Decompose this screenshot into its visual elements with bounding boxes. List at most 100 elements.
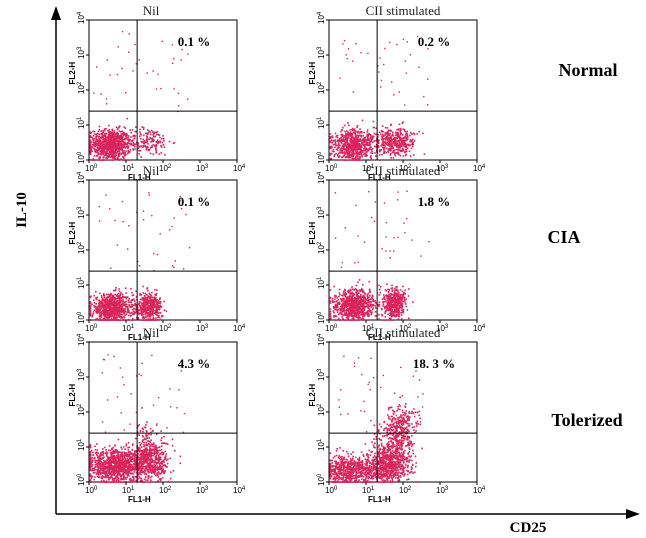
event-dot [144,316,147,318]
event-dot [128,142,130,145]
event-dot [127,147,129,150]
event-dot [163,309,166,311]
event-dot [102,303,104,305]
event-dot [360,288,363,290]
event-dot [349,159,352,161]
event-dot [388,304,390,307]
event-dot [349,310,352,312]
event-dot [89,301,92,303]
event-dot [146,302,149,304]
event-dot [404,104,406,106]
event-dot [159,140,162,143]
event-dot [143,302,146,304]
event-dot [344,289,346,292]
event-dot [159,305,162,308]
event-dot [141,311,143,314]
event-dot [91,314,94,316]
event-dot [140,156,142,158]
event-dot [329,310,332,313]
event-dot [147,302,150,304]
event-dot [96,66,98,68]
event-dot [120,316,123,318]
event-dot [118,306,120,309]
event-dot [101,304,104,307]
event-dot [104,305,107,307]
event-dot [103,303,106,306]
event-dot [111,130,114,132]
event-dot [392,306,395,309]
event-dot [129,306,132,309]
event-dot [330,157,333,160]
event-dot [384,307,386,310]
event-dot [121,293,124,296]
event-dot [358,306,361,309]
event-dot [111,140,113,143]
event-dot [90,314,92,317]
event-dot [112,156,115,159]
event-dot [159,136,161,139]
event-dot [369,147,372,149]
event-dot [339,293,341,296]
event-dot [106,103,108,105]
event-dot [150,301,152,303]
event-dot [382,135,385,137]
event-dot [360,297,362,300]
event-dot [110,138,113,141]
event-dot [133,298,135,301]
event-dot [396,137,398,140]
event-dot [406,41,408,43]
event-dot [146,306,149,308]
event-dot [356,142,358,145]
event-dot [117,142,120,145]
event-dot [142,292,145,294]
event-dot [362,134,364,137]
event-dot [115,158,118,161]
event-dot [129,149,132,151]
event-dot [111,159,114,161]
event-dot [372,299,374,302]
event-dot [385,236,387,238]
event-dot [360,305,363,308]
event-dot [107,319,110,321]
event-dot [340,149,342,152]
event-dot [382,130,384,133]
event-dot [350,300,353,302]
event-dot [147,314,149,317]
event-dot [110,148,113,151]
event-dot [165,319,168,321]
event-dot [159,312,161,314]
event-dot [156,139,159,141]
event-dot [99,140,101,142]
event-dot [343,301,346,304]
event-dot [106,152,109,154]
event-dot [117,314,120,317]
event-dot [117,134,120,137]
event-dot [354,308,356,310]
x-tick-label: 103 [196,324,209,333]
event-dot [157,306,159,308]
event-dot [122,132,124,135]
event-dot [104,137,107,140]
event-dot [389,295,392,297]
event-dot [401,290,404,293]
event-dot [109,308,111,311]
event-dot [102,142,104,144]
event-dot [140,306,143,309]
event-dot [97,152,99,154]
event-dot [334,294,336,297]
event-dot [348,296,351,299]
event-dot [100,295,103,297]
event-dot [111,312,113,314]
event-dot [134,308,137,310]
event-dot [119,297,121,300]
event-dot [395,310,397,313]
event-dot [370,155,372,157]
event-dot [339,144,341,147]
event-dot [122,301,124,303]
event-dot [99,315,102,317]
event-dot [159,318,162,321]
event-dot [361,141,364,144]
event-dot [390,152,392,155]
event-dot [187,53,189,55]
event-dot [115,154,117,156]
